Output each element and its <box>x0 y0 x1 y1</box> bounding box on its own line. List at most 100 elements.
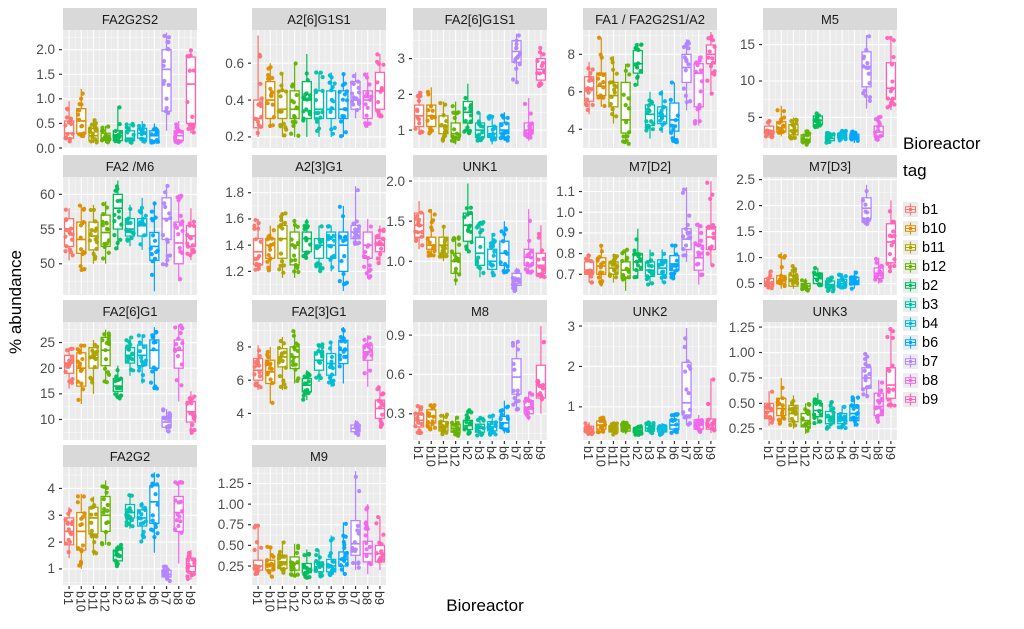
boxplot-b12 <box>449 235 462 286</box>
boxplot-b8 <box>692 55 705 126</box>
boxplot-b12 <box>288 543 301 578</box>
legend-item-b6: b6 <box>903 333 1021 352</box>
y-tick-label: 4 <box>47 480 55 496</box>
y-tick-label: 0.4 <box>225 92 244 108</box>
boxplot-b1 <box>413 201 425 250</box>
facet-panel-A2[3]G1 <box>248 177 387 295</box>
legend-item-label: b3 <box>922 296 939 313</box>
x-tick-label: b1 <box>250 591 265 605</box>
boxplot-b12 <box>100 329 112 385</box>
facet-strip: FA2[6]G1S1 <box>413 8 547 30</box>
x-tick-label: b11 <box>274 591 289 611</box>
x-tick-label: b10 <box>73 591 88 612</box>
legend-item-label: b10 <box>922 220 947 237</box>
y-tick-label: 0.75 <box>217 517 244 533</box>
boxplot-b6 <box>338 521 350 577</box>
boxplot-b9 <box>374 385 386 429</box>
boxplot-b10 <box>775 252 788 289</box>
boxplot-b9 <box>705 180 717 268</box>
y-tick-label: 1 <box>567 399 575 415</box>
boxplot-b8 <box>873 114 884 142</box>
y-tick-label: 2.0 <box>736 198 755 214</box>
x-tick-label: b9 <box>532 446 547 460</box>
boxplot-b4 <box>486 114 498 145</box>
boxplot-b9 <box>705 377 717 434</box>
x-tick-label: b12 <box>447 446 462 467</box>
facet-panel-FA1 / FA2G2S1/A2 <box>579 30 718 148</box>
boxplot-b7 <box>861 34 873 109</box>
boxplot-b3 <box>313 547 325 579</box>
boxplot-b11 <box>607 253 620 283</box>
legend-item-label: b1 <box>922 201 939 218</box>
x-tick-label: b12 <box>797 446 812 467</box>
y-tick-label: 8 <box>236 339 244 355</box>
boxplot-key-icon <box>903 202 918 218</box>
boxplot-key-icon <box>903 316 918 332</box>
boxplot-b10 <box>425 87 438 136</box>
boxplot-b9 <box>885 200 897 274</box>
boxplot-b11 <box>276 336 288 391</box>
legend-item-b2: b2 <box>903 276 1021 295</box>
boxplot-key-icon <box>903 335 918 351</box>
boxplot-b12 <box>800 402 812 434</box>
boxplot-b6 <box>849 129 860 143</box>
boxplot-b10 <box>425 208 437 258</box>
boxplot-b3 <box>824 130 836 145</box>
boxplot-b1 <box>252 35 264 137</box>
boxplot-b6 <box>337 326 349 384</box>
boxplot-b7 <box>860 184 872 227</box>
boxplot-b3 <box>644 91 656 139</box>
boxplot-b2 <box>632 42 644 87</box>
y-tick-label: 0.25 <box>728 421 755 437</box>
y-tick-label: 0.5 <box>736 276 755 292</box>
legend-item-label: b12 <box>922 258 947 275</box>
boxplot-b7 <box>350 420 361 438</box>
boxplot-b11 <box>437 224 449 262</box>
boxplot-b3 <box>824 275 836 294</box>
x-tick-label: b12 <box>97 591 112 612</box>
boxplot-b4 <box>487 232 498 278</box>
boxplot-b12 <box>289 218 301 278</box>
boxplot-b7 <box>680 187 693 262</box>
facet-strip: M7[D3] <box>763 155 897 177</box>
boxplot-b1 <box>63 101 75 144</box>
y-tick-label: 60 <box>39 186 55 202</box>
y-tick-label: 15 <box>39 386 55 402</box>
boxplot-b7 <box>510 267 522 294</box>
y-tick-label: 1.6 <box>225 211 244 227</box>
boxplot-b4 <box>137 197 148 250</box>
y-tick-label: 2.0 <box>386 173 405 189</box>
boxplot-b2 <box>462 183 474 254</box>
x-tick-label: b6 <box>335 591 350 605</box>
x-tick-label: b2 <box>109 591 124 605</box>
boxplot-b8 <box>361 218 374 280</box>
facet-strip: FA1 / FA2G2S1/A2 <box>583 8 717 30</box>
boxplot-b3 <box>474 415 486 438</box>
y-tick-label: 10 <box>39 411 55 427</box>
boxplot-b10 <box>425 403 437 432</box>
boxplot-b4 <box>325 224 337 272</box>
facet-panel-A2[6]G1S1 <box>248 30 387 148</box>
boxplot-b11 <box>87 204 100 264</box>
boxplot-b8 <box>693 222 705 285</box>
y-tick-label: 0.9 <box>556 225 575 241</box>
boxplot-b12 <box>450 415 461 438</box>
boxplot-b2 <box>462 408 474 436</box>
x-tick-label: b12 <box>286 591 301 612</box>
y-tick-label: 20 <box>39 360 55 376</box>
boxplot-b7 <box>349 72 362 119</box>
x-tick-label: b7 <box>158 591 173 605</box>
boxplot-key-icon <box>903 354 918 370</box>
boxplot-b9 <box>705 31 717 96</box>
boxplot-b2 <box>112 180 124 251</box>
x-tick-label: b8 <box>690 446 705 460</box>
x-tick-label: b9 <box>702 446 717 460</box>
y-tick-label: 15 <box>739 37 755 53</box>
boxplot-b3 <box>124 493 136 529</box>
y-tick-label: 1 <box>47 561 55 577</box>
y-tick-label: 1.8 <box>225 185 244 201</box>
y-tick-label: 4 <box>236 405 244 421</box>
boxplot-b4 <box>657 89 668 134</box>
boxplot-b7 <box>161 407 173 434</box>
boxplot-key-icon <box>903 278 918 294</box>
